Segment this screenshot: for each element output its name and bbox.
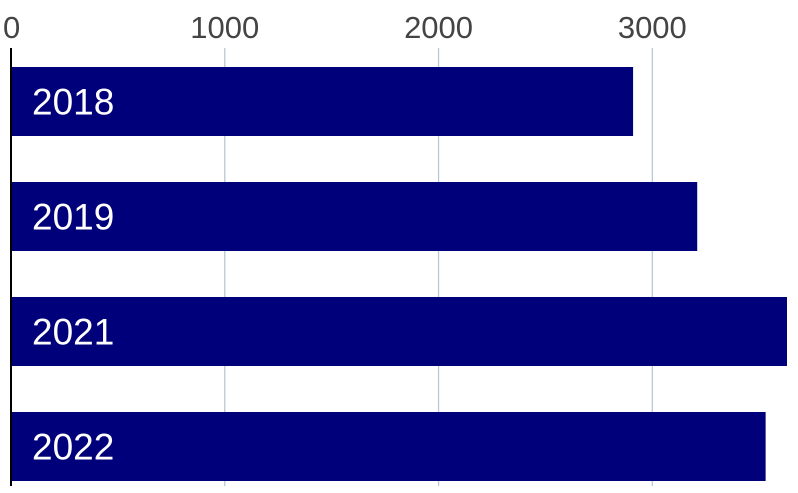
bar-2018	[11, 67, 634, 136]
bar-2019	[11, 182, 698, 251]
bar-2021	[11, 297, 787, 366]
bar-category-label: 2019	[32, 197, 114, 238]
bar-category-label: 2021	[32, 312, 114, 353]
x-tick-label: 0	[3, 10, 20, 45]
bars: 2018 2019 2021 2022	[11, 67, 787, 481]
x-axis-ticks: 0 1000 2000 3000	[3, 10, 687, 45]
x-tick-label: 3000	[618, 10, 687, 45]
bar-category-label: 2022	[32, 427, 114, 468]
bar-2022	[11, 412, 766, 481]
x-tick-label: 2000	[404, 10, 473, 45]
bar-category-label: 2018	[32, 82, 114, 123]
x-tick-label: 1000	[190, 10, 259, 45]
